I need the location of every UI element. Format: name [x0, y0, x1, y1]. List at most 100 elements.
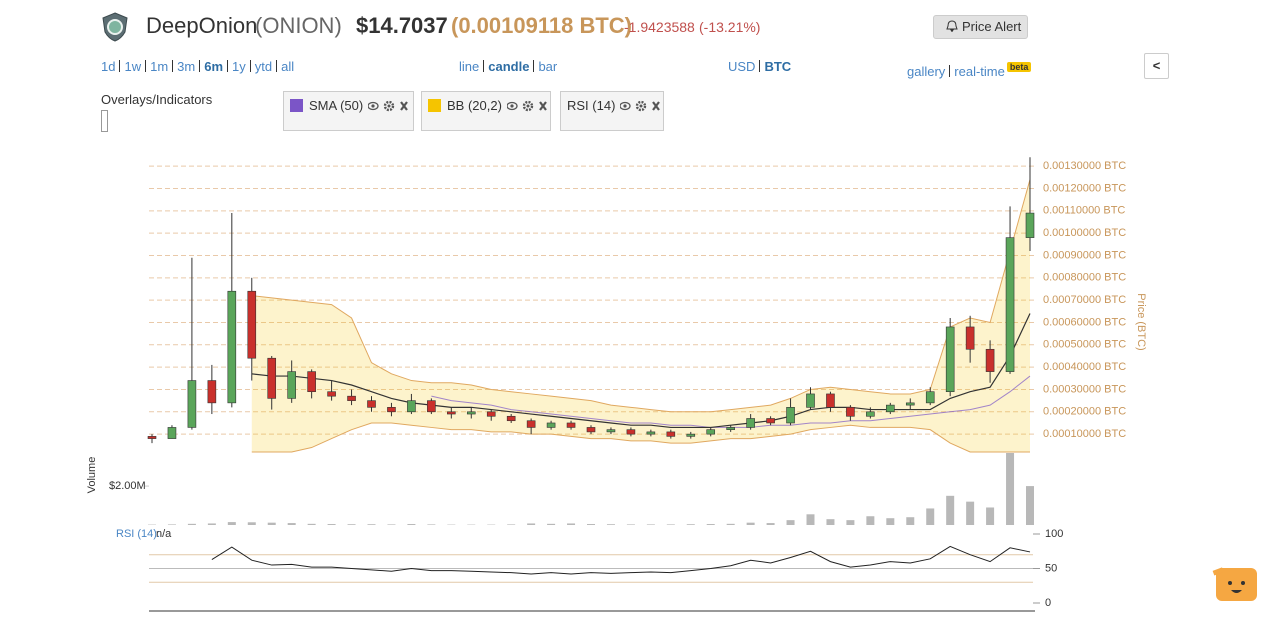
candle-body	[586, 427, 596, 433]
candle-body	[905, 402, 915, 406]
volume-bar	[367, 524, 376, 525]
price-alert-button[interactable]: Price Alert	[933, 15, 1028, 39]
volume-bar	[567, 523, 576, 525]
candle-body	[566, 422, 576, 428]
candle-body	[965, 326, 975, 350]
link[interactable]: real-time	[954, 64, 1005, 79]
collapse-button[interactable]: <	[1144, 53, 1169, 79]
volume-bar	[646, 524, 655, 525]
candle-body	[387, 407, 396, 413]
legend-swatch	[290, 99, 303, 112]
volume-bar	[507, 524, 516, 525]
candle-body	[766, 418, 775, 424]
candle-body	[327, 391, 336, 397]
separator	[199, 60, 201, 72]
link[interactable]: all	[281, 59, 295, 74]
indicator-icons[interactable]	[620, 100, 661, 112]
candle-body	[646, 431, 656, 435]
separator	[759, 60, 761, 72]
volume-bar	[606, 524, 615, 525]
volume-bar	[547, 523, 556, 525]
rsi-tick-label: 0	[1045, 597, 1051, 609]
chart-type-links: line candle bar	[459, 58, 557, 76]
price-usd: $14.7037	[356, 13, 448, 38]
candle-body	[466, 411, 476, 415]
link[interactable]: 1w	[124, 59, 142, 74]
candle-body	[347, 395, 356, 401]
candle-body	[187, 380, 197, 428]
y-tick-label: 0.00050000 BTC	[1043, 339, 1126, 351]
candle-body	[506, 415, 516, 422]
indicator-box: SMA (50)	[283, 91, 414, 131]
separator	[276, 60, 278, 72]
candle-body	[367, 400, 376, 408]
volume-bar	[966, 501, 975, 525]
candle-body	[886, 404, 895, 413]
indicator-icons[interactable]	[506, 100, 547, 112]
y-tick-label: 0.00030000 BTC	[1043, 383, 1126, 395]
volume-bar	[587, 524, 595, 525]
sma-line	[431, 375, 1031, 428]
volume-bar	[227, 522, 236, 525]
candle-body	[207, 380, 217, 404]
candle-body	[546, 422, 556, 428]
y-axis-label: Price (BTC)	[1135, 293, 1147, 350]
volume-bar	[946, 495, 955, 525]
change: -1.9423588	[624, 19, 695, 35]
link[interactable]: bar	[538, 59, 558, 74]
volume-bar	[1006, 453, 1015, 525]
link[interactable]: 6m	[204, 59, 224, 74]
indicator-icons[interactable]	[368, 100, 409, 112]
y-tick-label: 0.00040000 BTC	[1043, 361, 1126, 373]
volume-bar	[886, 518, 895, 525]
volume-bar	[726, 523, 735, 525]
volume-bar	[247, 522, 256, 525]
volume-bar	[706, 524, 715, 525]
candle-body	[706, 429, 716, 435]
coin-name: DeepOnion	[146, 13, 258, 38]
candle-body	[147, 436, 157, 439]
candle-body	[486, 411, 496, 417]
candle-body	[806, 393, 815, 408]
volume-bar	[167, 524, 176, 525]
rsi-tick-label: 100	[1045, 528, 1063, 540]
separator	[533, 60, 535, 72]
link[interactable]: ytd	[254, 59, 273, 74]
volume-bar	[207, 523, 216, 525]
volume-bar	[267, 522, 276, 525]
indicator-name: RSI (14)	[567, 98, 616, 113]
volume-bar	[826, 519, 835, 525]
separator	[483, 60, 485, 72]
candle-body	[626, 429, 636, 435]
separator	[145, 60, 147, 72]
y-tick-label: 0.00090000 BTC	[1043, 249, 1126, 261]
candle-body	[447, 411, 456, 415]
candle-body	[247, 290, 257, 359]
link[interactable]: 1d	[101, 59, 116, 74]
link[interactable]: gallery	[907, 64, 946, 79]
y-tick-label: 0.00080000 BTC	[1043, 272, 1126, 284]
bb-area	[251, 179, 1031, 452]
candle-body	[786, 407, 795, 424]
rsi-line	[211, 545, 1031, 575]
link[interactable]: line	[459, 59, 480, 74]
link[interactable]: 3m	[177, 59, 196, 74]
link[interactable]: BTC	[764, 59, 792, 74]
candle-body	[846, 407, 855, 417]
volume-bar	[806, 514, 815, 525]
link[interactable]: candle	[488, 59, 530, 74]
separator	[172, 60, 174, 72]
link[interactable]: USD	[728, 59, 756, 74]
link[interactable]: 1y	[232, 59, 246, 74]
feedback-widget	[1212, 567, 1257, 601]
volume-bar	[187, 523, 196, 525]
overlay-select[interactable]	[101, 110, 108, 132]
link[interactable]: 1m	[150, 59, 169, 74]
y-tick-label: 0.00100000 BTC	[1043, 227, 1126, 239]
y-tick-label: 0.00060000 BTC	[1043, 316, 1126, 328]
range-links: 1d 1w 1m 3m 6m 1y ytd all	[101, 58, 294, 76]
candle-body	[1005, 237, 1015, 372]
currency-links: USD BTC	[728, 58, 791, 76]
candle-body	[526, 420, 536, 428]
